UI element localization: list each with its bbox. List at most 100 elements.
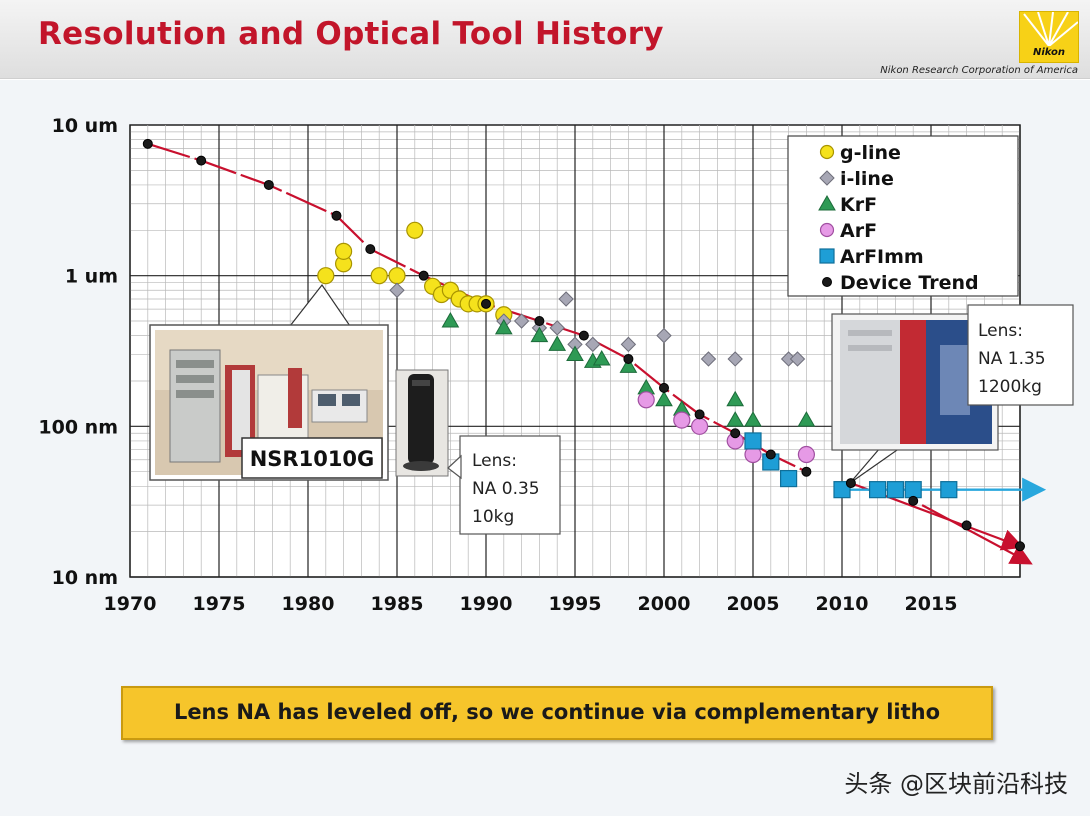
data-point-device-trend — [365, 244, 376, 255]
data-point-krf — [744, 411, 762, 427]
data-markers — [142, 138, 1025, 552]
y-tick-label: 10 um — [52, 115, 118, 137]
legend-label-g-line: g-line — [840, 142, 901, 164]
data-point-krf — [441, 312, 460, 328]
lens-right-box — [967, 304, 1074, 406]
x-tick-label: 1980 — [282, 593, 335, 615]
nsr1010g-photo — [149, 283, 389, 481]
data-point-krf — [797, 411, 816, 427]
data-point-arfimm — [940, 481, 958, 499]
data-point-i-line — [549, 320, 565, 336]
legend-label-device-trend: Device Trend — [840, 272, 979, 294]
data-point-device-trend — [961, 520, 972, 531]
legend-label-krf: KrF — [840, 194, 877, 216]
data-point-device-trend — [623, 353, 634, 364]
data-point-krf — [726, 390, 745, 407]
slide-header: Resolution and Optical Tool History Niko… — [0, 0, 1090, 79]
data-point-arfimm — [886, 481, 905, 499]
lens-left-line-1: Lens: — [472, 451, 517, 471]
lens-left-line-3: 10kg — [472, 507, 514, 527]
legend-marker-device-trend — [822, 277, 832, 287]
data-point-device-trend — [801, 466, 812, 477]
data-point-arfimm — [868, 481, 887, 499]
data-point-g-line — [335, 242, 353, 260]
data-point-device-trend — [534, 316, 545, 327]
data-point-i-line — [558, 291, 574, 307]
x-tick-label: 1995 — [549, 593, 602, 615]
data-point-device-trend — [694, 409, 705, 420]
data-point-device-trend — [908, 495, 919, 506]
data-point-device-trend — [730, 428, 741, 439]
x-tick-label: 1970 — [104, 593, 157, 615]
data-point-krf — [726, 411, 745, 427]
x-tick-label: 2015 — [905, 593, 958, 615]
data-point-device-trend — [196, 155, 207, 166]
data-point-krf — [530, 326, 549, 343]
data-point-krf — [566, 345, 584, 361]
x-tick-label: 2010 — [816, 593, 869, 615]
conclusion-callout: Lens NA has leveled off, so we continue … — [121, 686, 993, 740]
lens-right-line-3: 1200kg — [978, 377, 1042, 397]
company-name: Nikon Research Corporation of America — [880, 65, 1078, 76]
scanner-photo — [831, 313, 999, 484]
data-point-device-trend — [263, 179, 274, 190]
lens-left-pointer — [447, 454, 462, 480]
y-tick-label: 10 nm — [52, 567, 118, 589]
data-point-g-line — [370, 267, 388, 285]
legend-label-arf: ArF — [840, 220, 877, 242]
x-tick-label: 2005 — [727, 593, 780, 615]
data-point-i-line — [700, 351, 717, 367]
data-point-krf — [494, 318, 513, 335]
data-point-krf — [619, 357, 638, 373]
data-point-i-line — [585, 336, 601, 353]
data-point-device-trend — [845, 478, 856, 489]
data-point-krf — [592, 349, 611, 366]
x-tick-label: 1990 — [460, 593, 513, 615]
data-point-arf — [797, 445, 816, 464]
y-axis-ticks: 10 nm 100 nm 1 um 10 um — [38, 115, 118, 589]
data-point-arf — [637, 391, 655, 409]
data-point-device-trend — [142, 138, 153, 149]
x-tick-label: 1985 — [371, 593, 424, 615]
legend-marker-arf — [819, 222, 835, 238]
y-tick-label: 100 nm — [38, 416, 118, 438]
watermark: 头条 @区块前沿科技 — [844, 770, 1068, 798]
data-point-arfimm — [744, 432, 762, 450]
data-point-device-trend — [578, 330, 589, 341]
x-axis-ticks: 1970 1975 1980 1985 1990 1995 2000 2005 2010 2015 — [104, 593, 958, 615]
x-tick-label: 1975 — [193, 593, 246, 615]
legend-box — [787, 135, 1019, 297]
data-point-device-trend — [418, 270, 429, 281]
trend-arrow-2 — [921, 504, 1033, 565]
lens-right-line-1: Lens: — [978, 321, 1023, 341]
data-point-arfimm — [833, 481, 851, 499]
lens-left-line-2: NA 0.35 — [472, 479, 540, 499]
y-tick-label: 1 um — [65, 266, 118, 288]
data-point-device-trend — [765, 449, 776, 460]
nikon-logo-rays-icon — [1023, 12, 1078, 46]
legend-marker-krf — [818, 194, 836, 211]
data-point-i-line — [620, 336, 637, 353]
data-point-device-trend — [659, 382, 669, 393]
data-point-arf — [690, 417, 709, 435]
data-point-i-line — [727, 351, 743, 367]
legend-marker-arfimm — [819, 248, 835, 264]
data-point-arfimm — [779, 469, 798, 488]
data-point-device-trend — [1015, 541, 1025, 552]
legend-label-arfimm: ArFImm — [840, 246, 924, 268]
data-point-device-trend — [331, 210, 342, 221]
nikon-logo: Nikon — [1019, 11, 1079, 63]
data-point-krf — [655, 390, 673, 407]
legend-marker-g-line — [819, 144, 835, 160]
data-point-i-line — [389, 282, 405, 298]
conclusion-text: Lens NA has leveled off, so we continue … — [173, 700, 941, 724]
logo-text: Nikon — [1032, 47, 1066, 58]
data-point-arfimm — [904, 481, 922, 499]
data-point-g-line — [406, 221, 424, 239]
small-lens-photo — [395, 369, 449, 477]
legend-marker-i-line — [819, 170, 835, 186]
slide-title: Resolution and Optical Tool History — [38, 16, 664, 52]
x-tick-label: 2000 — [638, 593, 691, 615]
data-point-i-line — [513, 313, 530, 329]
